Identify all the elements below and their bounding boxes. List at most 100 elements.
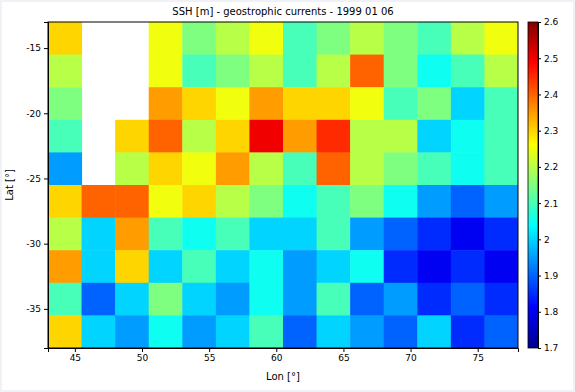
tick: -30 bbox=[26, 239, 48, 249]
cell bbox=[283, 218, 317, 251]
cell bbox=[249, 218, 283, 251]
cell bbox=[350, 218, 384, 251]
cell bbox=[484, 250, 518, 283]
tick-label: 55 bbox=[204, 353, 215, 363]
tick: 60 bbox=[271, 348, 283, 363]
cell bbox=[384, 185, 418, 218]
cell bbox=[48, 87, 82, 120]
cell bbox=[48, 152, 82, 185]
cell bbox=[149, 185, 183, 218]
cell bbox=[417, 315, 451, 348]
tick-label: 2.1 bbox=[544, 198, 558, 208]
cell bbox=[182, 250, 216, 283]
cell bbox=[451, 87, 485, 120]
cell bbox=[283, 185, 317, 218]
cell bbox=[216, 22, 250, 55]
cell bbox=[249, 87, 283, 120]
cell bbox=[182, 87, 216, 120]
cell bbox=[182, 22, 216, 55]
plot-background bbox=[48, 22, 518, 348]
cell bbox=[249, 55, 283, 88]
cell bbox=[48, 283, 82, 316]
cell bbox=[484, 87, 518, 120]
tick-mark bbox=[411, 348, 412, 352]
cell bbox=[417, 218, 451, 251]
cell bbox=[115, 250, 149, 283]
tick: 1.9 bbox=[538, 271, 559, 281]
tick-mark bbox=[44, 244, 48, 245]
cell bbox=[149, 218, 183, 251]
tick-label: 2.3 bbox=[544, 126, 558, 136]
cell bbox=[484, 22, 518, 55]
tick: 2.3 bbox=[538, 126, 558, 136]
cell bbox=[283, 22, 317, 55]
cell bbox=[216, 87, 250, 120]
tick: -15 bbox=[26, 43, 48, 53]
tick-mark bbox=[209, 348, 210, 352]
cells bbox=[48, 22, 518, 348]
y-axis: -35-30-25-20-15 bbox=[26, 23, 48, 349]
cell bbox=[484, 185, 518, 218]
cell bbox=[48, 55, 82, 88]
tick: 70 bbox=[405, 348, 417, 363]
tick: 1.7 bbox=[538, 343, 558, 353]
cell bbox=[115, 218, 149, 251]
cell bbox=[350, 283, 384, 316]
tick-mark bbox=[75, 348, 76, 352]
cell bbox=[115, 120, 149, 153]
cell bbox=[384, 152, 418, 185]
cell bbox=[216, 55, 250, 88]
cell bbox=[417, 283, 451, 316]
cell bbox=[484, 315, 518, 348]
cell bbox=[451, 152, 485, 185]
cell bbox=[216, 185, 250, 218]
y-axis-title: Lat [°] bbox=[4, 169, 15, 201]
cell bbox=[417, 250, 451, 283]
cell bbox=[48, 315, 82, 348]
cell bbox=[249, 315, 283, 348]
tick: 2.2 bbox=[538, 162, 558, 172]
tick: -35 bbox=[26, 304, 48, 314]
cell bbox=[350, 22, 384, 55]
cell bbox=[149, 87, 183, 120]
tick-mark bbox=[538, 94, 541, 95]
cell bbox=[350, 315, 384, 348]
cell bbox=[350, 185, 384, 218]
cell bbox=[350, 250, 384, 283]
tick: 2 bbox=[538, 235, 550, 245]
cell bbox=[249, 152, 283, 185]
cell bbox=[417, 22, 451, 55]
tick: 2.4 bbox=[538, 90, 559, 100]
cell bbox=[216, 250, 250, 283]
cell bbox=[317, 87, 351, 120]
cell bbox=[451, 55, 485, 88]
cell bbox=[384, 250, 418, 283]
cell bbox=[82, 250, 116, 283]
cell bbox=[451, 120, 485, 153]
cell bbox=[149, 152, 183, 185]
tick-label: 2.2 bbox=[544, 162, 558, 172]
cell bbox=[484, 218, 518, 251]
cell bbox=[384, 283, 418, 316]
cell bbox=[249, 120, 283, 153]
tick-label: 60 bbox=[271, 353, 283, 363]
tick-label: 1.7 bbox=[544, 343, 558, 353]
cell bbox=[417, 185, 451, 218]
cell bbox=[451, 218, 485, 251]
tick-label: -35 bbox=[26, 304, 41, 314]
colorbar-axis: 1.71.81.922.12.22.32.42.52.6 bbox=[538, 17, 559, 353]
cell bbox=[182, 185, 216, 218]
cell bbox=[216, 120, 250, 153]
x-axis-line bbox=[49, 349, 519, 353]
cell bbox=[451, 283, 485, 316]
cell bbox=[317, 283, 351, 316]
tick-label: 1.8 bbox=[544, 307, 559, 317]
cell bbox=[249, 250, 283, 283]
cell bbox=[48, 185, 82, 218]
x-axis: 45505560657075 bbox=[49, 348, 519, 363]
cell bbox=[350, 55, 384, 88]
cell bbox=[149, 22, 183, 55]
cell bbox=[115, 283, 149, 316]
cell bbox=[484, 283, 518, 316]
cell bbox=[216, 152, 250, 185]
